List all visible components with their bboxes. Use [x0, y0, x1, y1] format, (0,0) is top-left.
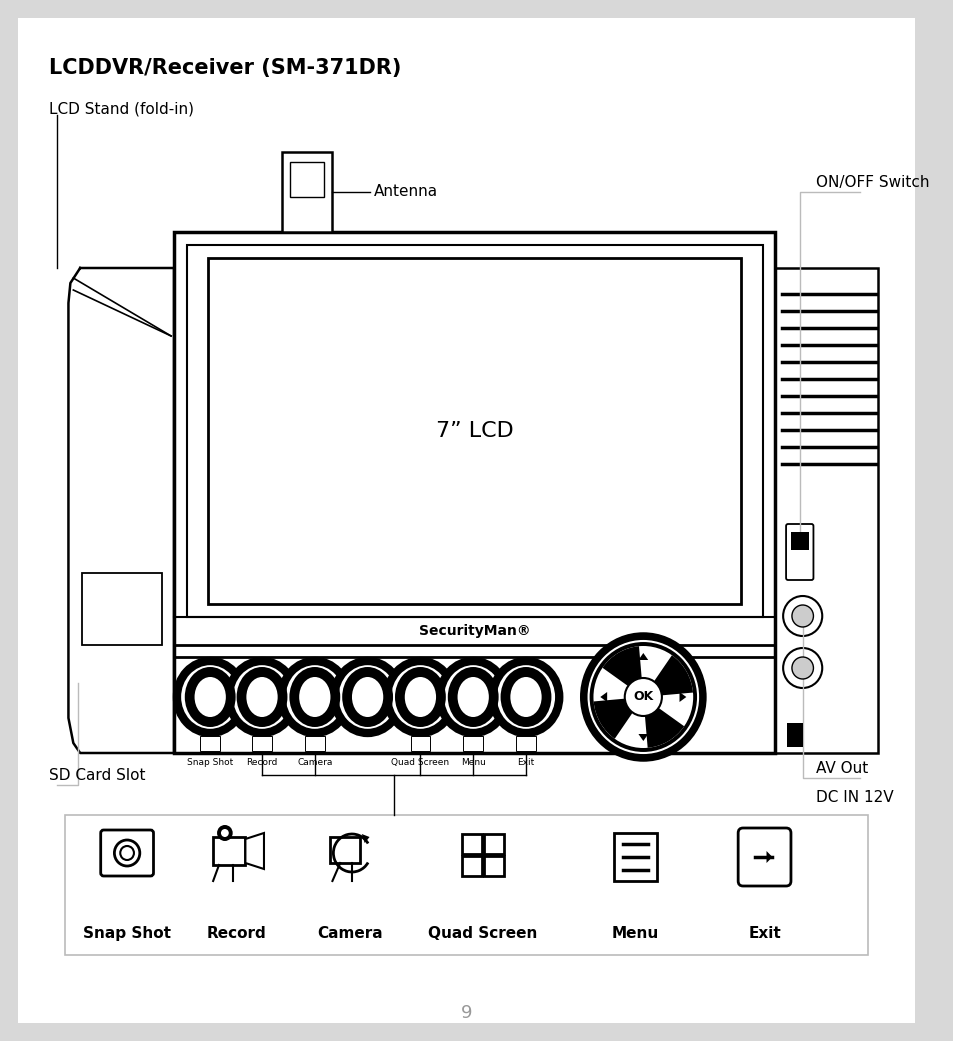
Ellipse shape [229, 661, 295, 733]
FancyBboxPatch shape [614, 833, 657, 881]
FancyBboxPatch shape [213, 837, 245, 865]
Wedge shape [644, 708, 683, 747]
FancyBboxPatch shape [17, 18, 914, 1023]
Ellipse shape [281, 661, 348, 733]
FancyBboxPatch shape [786, 723, 801, 747]
Ellipse shape [404, 677, 436, 717]
FancyBboxPatch shape [305, 736, 324, 751]
Circle shape [221, 829, 229, 837]
FancyBboxPatch shape [483, 834, 503, 854]
Ellipse shape [289, 667, 340, 727]
Ellipse shape [352, 677, 383, 717]
Circle shape [624, 678, 661, 716]
Text: SecurityMan®: SecurityMan® [418, 624, 530, 638]
FancyBboxPatch shape [738, 828, 790, 886]
Ellipse shape [500, 667, 551, 727]
Text: Camera: Camera [296, 758, 333, 767]
Ellipse shape [334, 661, 400, 733]
FancyBboxPatch shape [516, 736, 536, 751]
Ellipse shape [342, 667, 393, 727]
Polygon shape [765, 850, 772, 863]
Ellipse shape [510, 677, 541, 717]
Polygon shape [361, 834, 369, 843]
Polygon shape [245, 833, 264, 869]
Text: DC IN 12V: DC IN 12V [816, 790, 893, 805]
Text: Snap Shot: Snap Shot [83, 926, 171, 941]
FancyBboxPatch shape [775, 268, 877, 753]
Circle shape [114, 840, 140, 866]
Polygon shape [679, 692, 685, 702]
FancyBboxPatch shape [462, 834, 481, 854]
Text: 9: 9 [460, 1004, 472, 1022]
Text: Record: Record [246, 758, 277, 767]
Text: AV Out: AV Out [816, 761, 868, 776]
Circle shape [581, 634, 704, 760]
FancyBboxPatch shape [208, 258, 740, 604]
FancyBboxPatch shape [187, 245, 761, 617]
FancyBboxPatch shape [290, 162, 323, 197]
Text: LCDDVR/Receiver (SM-371DR): LCDDVR/Receiver (SM-371DR) [49, 58, 401, 78]
Polygon shape [69, 268, 173, 753]
Polygon shape [638, 734, 647, 741]
FancyBboxPatch shape [65, 815, 867, 955]
Circle shape [782, 648, 821, 688]
FancyBboxPatch shape [790, 532, 808, 550]
Text: Menu: Menu [611, 926, 659, 941]
Ellipse shape [447, 667, 498, 727]
Circle shape [588, 641, 698, 753]
Circle shape [217, 826, 233, 841]
Circle shape [120, 846, 133, 860]
FancyBboxPatch shape [173, 232, 775, 753]
Text: OK: OK [633, 690, 653, 704]
Wedge shape [602, 646, 641, 686]
Ellipse shape [176, 661, 243, 733]
Circle shape [791, 657, 813, 679]
Circle shape [782, 596, 821, 636]
Text: Quad Screen: Quad Screen [428, 926, 537, 941]
Circle shape [593, 646, 693, 748]
FancyBboxPatch shape [483, 856, 503, 875]
FancyBboxPatch shape [410, 736, 430, 751]
Ellipse shape [457, 677, 488, 717]
Ellipse shape [185, 667, 235, 727]
Wedge shape [593, 699, 632, 739]
Ellipse shape [246, 677, 277, 717]
Text: ON/OFF Switch: ON/OFF Switch [816, 175, 929, 191]
FancyBboxPatch shape [463, 736, 482, 751]
Text: Menu: Menu [460, 758, 485, 767]
Text: Camera: Camera [316, 926, 382, 941]
Ellipse shape [493, 661, 558, 733]
Text: SD Card Slot: SD Card Slot [49, 768, 145, 783]
FancyBboxPatch shape [785, 524, 813, 580]
FancyBboxPatch shape [281, 152, 332, 232]
Wedge shape [654, 655, 692, 695]
Ellipse shape [395, 667, 445, 727]
Ellipse shape [387, 661, 454, 733]
Text: Record: Record [207, 926, 266, 941]
Ellipse shape [439, 661, 506, 733]
Ellipse shape [194, 677, 226, 717]
Polygon shape [638, 653, 647, 660]
Text: Snap Shot: Snap Shot [187, 758, 233, 767]
FancyBboxPatch shape [252, 736, 272, 751]
Ellipse shape [299, 677, 330, 717]
Circle shape [791, 605, 813, 627]
Text: Quad Screen: Quad Screen [391, 758, 449, 767]
FancyBboxPatch shape [101, 830, 153, 875]
FancyBboxPatch shape [462, 856, 481, 875]
FancyBboxPatch shape [82, 573, 162, 645]
FancyBboxPatch shape [330, 837, 359, 863]
Text: Antenna: Antenna [373, 184, 437, 200]
Text: LCD Stand (fold-in): LCD Stand (fold-in) [49, 102, 193, 117]
FancyBboxPatch shape [200, 736, 220, 751]
Text: Exit: Exit [747, 926, 781, 941]
Polygon shape [599, 692, 606, 702]
Ellipse shape [236, 667, 287, 727]
Text: Exit: Exit [517, 758, 534, 767]
Text: 7” LCD: 7” LCD [436, 421, 513, 441]
